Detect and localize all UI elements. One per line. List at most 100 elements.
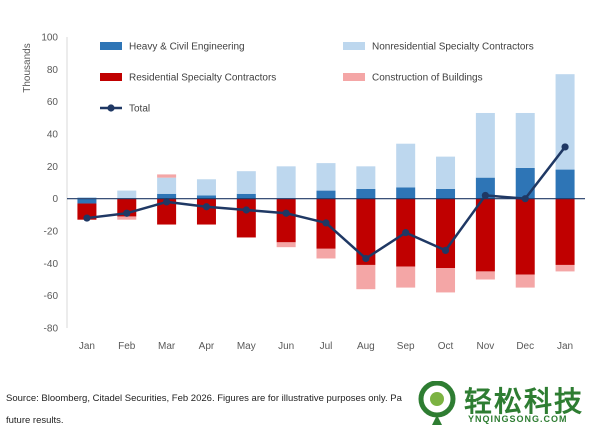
watermark-title: 轻松科技 bbox=[464, 385, 585, 418]
bar-segment bbox=[117, 190, 137, 199]
x-tick-label: Jan bbox=[557, 341, 573, 352]
legend-swatch bbox=[343, 42, 365, 50]
bar-segment bbox=[356, 198, 376, 265]
x-tick-label: Aug bbox=[357, 341, 375, 352]
bars bbox=[77, 74, 575, 293]
bar-segment bbox=[157, 193, 177, 199]
total-point bbox=[282, 209, 290, 217]
bar-segment bbox=[396, 143, 416, 188]
total-point bbox=[402, 229, 410, 237]
source-text-continued: future results. bbox=[6, 415, 64, 426]
y-tick-label: 100 bbox=[41, 33, 58, 44]
bar-segment bbox=[475, 177, 495, 199]
bar-segment bbox=[356, 188, 376, 199]
bar-segment bbox=[515, 198, 535, 275]
legend-swatch bbox=[343, 73, 365, 81]
bar-segment bbox=[276, 242, 296, 248]
bar-segment bbox=[356, 264, 376, 290]
bar-segment bbox=[555, 74, 575, 170]
legend-item: Construction of Buildings bbox=[343, 73, 483, 84]
legend-label: Residential Specialty Contractors bbox=[129, 73, 276, 84]
bar-segment bbox=[236, 171, 256, 194]
total-point bbox=[561, 143, 569, 151]
bar-segment bbox=[276, 198, 296, 243]
bar-segment bbox=[236, 198, 256, 238]
bar-segment bbox=[196, 179, 216, 196]
y-tick-label: 80 bbox=[47, 65, 59, 76]
bar-segment bbox=[196, 195, 216, 199]
bar-segment bbox=[555, 198, 575, 265]
total-point bbox=[123, 209, 131, 217]
x-tick-label: Nov bbox=[476, 341, 494, 352]
total-point bbox=[242, 206, 250, 214]
bar-segment bbox=[555, 169, 575, 199]
legend: Heavy & Civil Engineering Nonresidential … bbox=[100, 42, 534, 115]
x-tick-label: Feb bbox=[118, 341, 136, 352]
watermark-logo-icon bbox=[418, 381, 456, 425]
total-point bbox=[362, 254, 370, 263]
bar-segment bbox=[77, 197, 97, 199]
bar-segment bbox=[77, 198, 97, 204]
legend-item: Total bbox=[100, 104, 150, 115]
bar-segment bbox=[555, 264, 575, 272]
y-tick-label: -40 bbox=[44, 259, 59, 270]
bar-segment bbox=[157, 174, 177, 178]
x-tick-label: Mar bbox=[158, 341, 176, 352]
y-axis-title: Thousands bbox=[22, 43, 33, 92]
total-point bbox=[322, 219, 330, 227]
bar-segment bbox=[117, 216, 137, 220]
total-point bbox=[163, 198, 171, 206]
bar-segment bbox=[196, 198, 216, 225]
x-tick-label: Oct bbox=[438, 341, 454, 352]
bar-segment bbox=[515, 167, 535, 199]
y-tick-label: -60 bbox=[44, 291, 59, 302]
y-tick-label: -80 bbox=[44, 324, 59, 335]
total-point bbox=[441, 246, 450, 254]
legend-swatch bbox=[100, 73, 122, 81]
total-point bbox=[83, 214, 91, 222]
x-tick-label: Jun bbox=[278, 341, 294, 352]
y-tick-label: 40 bbox=[47, 130, 59, 141]
y-tick-label: -20 bbox=[44, 227, 59, 238]
y-tick-labels: -80 -60 -40 -20 0 20 40 60 80 100 bbox=[41, 33, 58, 335]
x-tick-label: Dec bbox=[516, 341, 534, 352]
legend-label: Construction of Buildings bbox=[372, 73, 483, 84]
bar-segment bbox=[316, 190, 336, 199]
total-point bbox=[521, 195, 529, 203]
bar-segment bbox=[436, 188, 456, 199]
legend-label: Heavy & Civil Engineering bbox=[129, 42, 245, 53]
bar-segment bbox=[396, 266, 416, 288]
y-tick-label: 20 bbox=[47, 162, 59, 173]
bar-segment bbox=[77, 203, 97, 220]
bar-segment bbox=[475, 112, 495, 178]
bar-segment bbox=[515, 274, 535, 288]
watermark-url: YNQINGSONG.COM bbox=[468, 414, 568, 424]
x-tick-label: Sep bbox=[397, 341, 415, 352]
bar-segment bbox=[436, 198, 456, 269]
bar-segment bbox=[475, 198, 495, 272]
legend-item: Heavy & Civil Engineering bbox=[100, 42, 245, 53]
source-note: Source: Bloomberg, Citadel Securities, F… bbox=[6, 388, 411, 432]
x-tick-label: Apr bbox=[199, 341, 215, 352]
bar-segment bbox=[236, 193, 256, 199]
legend-swatch bbox=[100, 42, 122, 50]
total-point bbox=[202, 203, 211, 211]
bar-segment bbox=[396, 187, 416, 199]
bar-segment bbox=[157, 198, 177, 225]
y-tick-label: 0 bbox=[52, 194, 58, 205]
legend-marker bbox=[107, 104, 115, 112]
chart: -80 -60 -40 -20 0 20 40 60 80 100 Thousands Jan Fe… bbox=[22, 33, 585, 352]
bar-segment bbox=[515, 112, 535, 168]
source-text: Source: Bloomberg, Citadel Securities, F… bbox=[6, 393, 402, 404]
legend-label: Nonresidential Specialty Contractors bbox=[372, 42, 534, 53]
legend-item: Residential Specialty Contractors bbox=[100, 73, 276, 84]
watermark: 轻松科技 YNQINGSONG.COM bbox=[404, 376, 600, 430]
x-tick-label: May bbox=[237, 341, 256, 352]
bar-segment bbox=[276, 166, 296, 199]
bar-segment bbox=[356, 166, 376, 189]
bar-segment bbox=[316, 163, 336, 191]
bar-segment bbox=[157, 177, 177, 194]
total-line-group bbox=[83, 143, 569, 263]
total-point bbox=[481, 191, 489, 200]
x-tick-labels: Jan Feb Mar Apr May Jun Jul Aug Sep Oct Nov Dec Jan bbox=[79, 341, 573, 352]
